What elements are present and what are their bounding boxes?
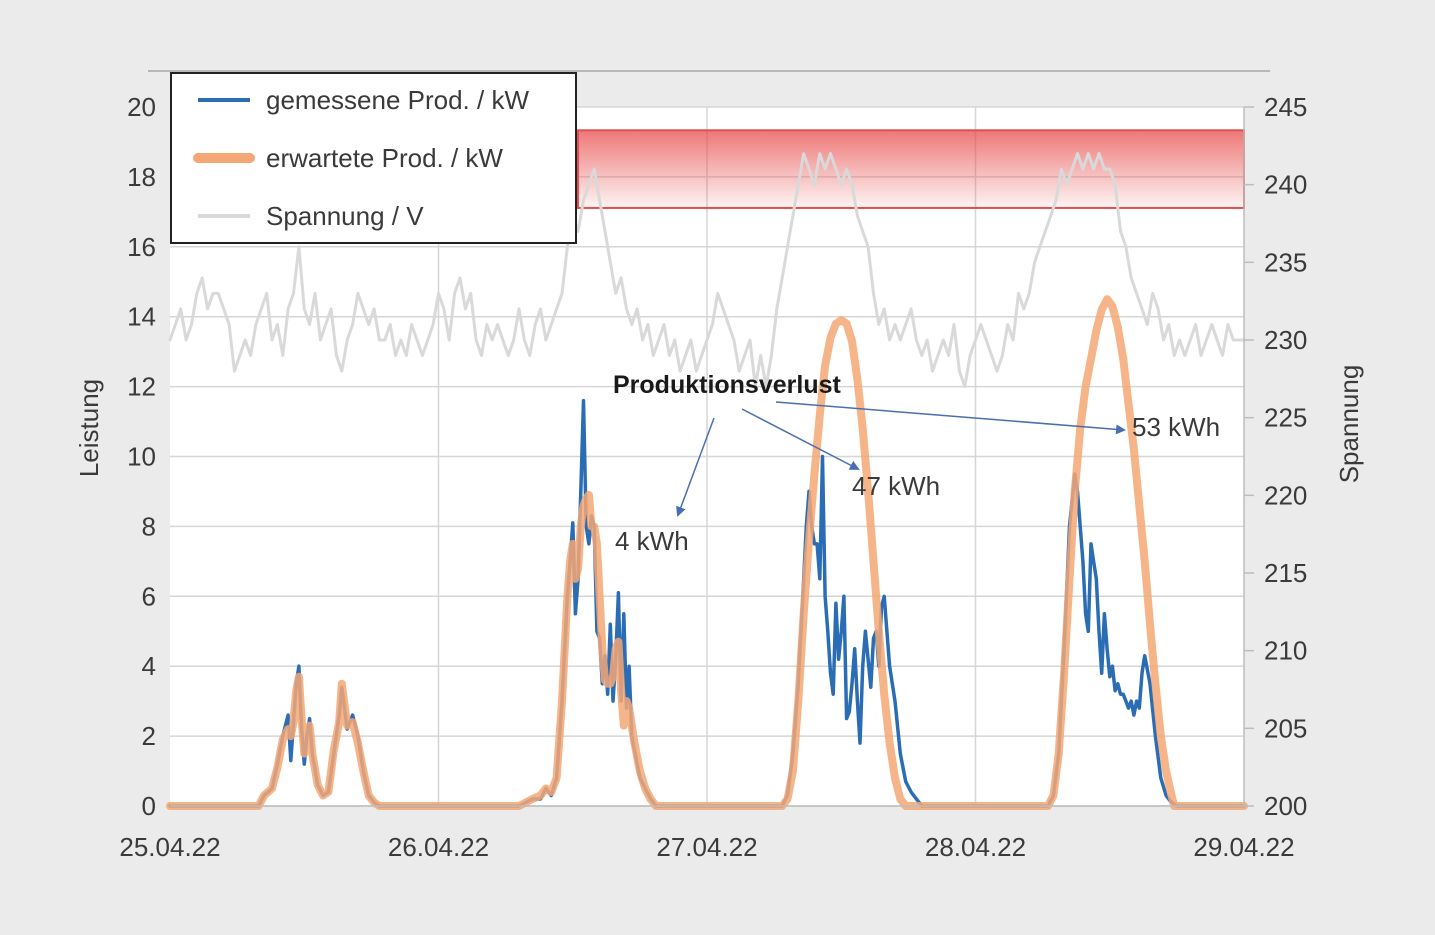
annotation-label-4kwh: 4 kWh [615, 526, 689, 556]
annotation-arrow-4kwh [676, 417, 715, 517]
y-tick-label: 0 [142, 791, 156, 821]
y2-tick-label: 225 [1264, 403, 1307, 433]
x-tick-label: 25.04.22 [119, 832, 220, 862]
y-tick-label: 4 [142, 651, 156, 681]
y-tick-label: 16 [127, 232, 156, 262]
y-tick-label: 2 [142, 721, 156, 751]
series-line-expected [166, 295, 1248, 810]
y2-axis-title: Spannung [1334, 365, 1364, 484]
y-tick-label: 14 [127, 302, 156, 332]
annotation-title: Produktionsverlust [613, 371, 841, 399]
annotations: Produktionsverlust 4 kWh 47 kWh 53 kWh [613, 371, 1220, 556]
legend: gemessene Prod. / kW erwartete Prod. / k… [170, 72, 577, 244]
annotation-arrow-47kwh [741, 408, 860, 470]
y-axis-title: Leistung [74, 379, 104, 477]
voltage-limit-band [577, 129, 1245, 209]
annotation-label-53kwh: 53 kWh [1132, 412, 1220, 442]
series-line-voltage [168, 152, 1246, 389]
y-tick-label: 12 [127, 372, 156, 402]
y2-tick-label: 220 [1264, 480, 1307, 510]
y-tick-label: 18 [127, 162, 156, 192]
y-tick-label: 20 [127, 92, 156, 122]
y2-tick-label: 215 [1264, 558, 1307, 588]
x-tick-label: 26.04.22 [388, 832, 489, 862]
x-tick-label: 28.04.22 [925, 832, 1026, 862]
axes: 0 2 4 6 8 10 12 14 16 18 20 25.04.22 26.04.22 27.04.2… [119, 92, 1307, 862]
legend-label-expected: erwartete Prod. / kW [266, 143, 503, 173]
y2-tick-label: 235 [1264, 247, 1307, 277]
y2-tick-label: 240 [1264, 170, 1307, 200]
y-tick-label: 8 [142, 511, 156, 541]
y2-tick-label: 210 [1264, 636, 1307, 666]
legend-label-voltage: Spannung / V [266, 201, 424, 231]
y-tick-label: 10 [127, 442, 156, 472]
annotation-label-47kwh: 47 kWh [852, 471, 940, 501]
x-tick-label: 27.04.22 [656, 832, 757, 862]
legend-label-measured: gemessene Prod. / kW [266, 85, 529, 115]
x-tick-label: 29.04.22 [1193, 832, 1294, 862]
y-tick-label: 6 [142, 581, 156, 611]
series-lines [166, 152, 1248, 810]
annotation-arrow-53kwh [775, 401, 1126, 435]
y2-tick-label: 205 [1264, 713, 1307, 743]
y2-tick-label: 245 [1264, 92, 1307, 122]
y2-tick-label: 230 [1264, 325, 1307, 355]
y2-tick-label: 200 [1264, 791, 1307, 821]
